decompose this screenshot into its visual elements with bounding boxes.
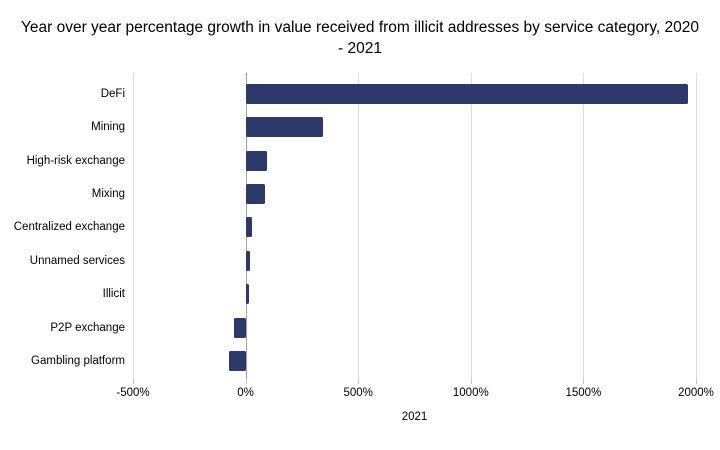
bar-row (133, 211, 696, 244)
category-axis: DeFi Mining High-risk exchange Mixing Centra… (0, 77, 130, 378)
gridline (358, 73, 360, 378)
bar (245, 184, 265, 205)
tick-mark (358, 378, 360, 384)
gridline (470, 73, 472, 378)
x-tick-label: 500% (343, 387, 373, 399)
bar-row (133, 345, 696, 378)
x-axis-label: 2021 (401, 411, 428, 423)
bar-row (133, 110, 696, 143)
gridline (583, 73, 585, 378)
category-label: Illicit (102, 288, 125, 301)
plot-area (133, 73, 697, 378)
tick-mark (245, 378, 247, 384)
bar (245, 250, 251, 271)
bar-row (133, 77, 696, 110)
gridline (133, 73, 134, 378)
category-label: Gambling platform (31, 355, 125, 368)
x-axis: -500% 0% 500% 1000% 1500% 2000% (116, 378, 714, 408)
category-label: Unnamed services (29, 254, 125, 267)
category-label: P2P exchange (50, 321, 125, 334)
bar (234, 317, 246, 338)
tick-mark (583, 378, 585, 384)
bar (245, 83, 688, 104)
bar (245, 117, 324, 138)
bar-row (133, 311, 696, 344)
tick-mark (133, 378, 134, 384)
x-tick-label: -500% (116, 387, 150, 399)
bars-container (133, 77, 696, 378)
category-label: Centralized exchange (13, 221, 125, 234)
category-label: Mining (91, 121, 125, 134)
bar (228, 351, 246, 372)
bar-row (133, 244, 696, 277)
category-label: DeFi (100, 87, 125, 100)
x-tick-label: 1500% (565, 387, 602, 399)
bar (245, 150, 267, 171)
category-label: Mixing (91, 188, 125, 201)
gridline (696, 73, 697, 378)
bar-row (133, 144, 696, 177)
tick-mark (696, 378, 697, 384)
chart-title: Year over year percentage growth in valu… (20, 19, 700, 57)
bar-row (133, 278, 696, 311)
category-label: High-risk exchange (26, 154, 125, 167)
x-tick-label: 0% (237, 387, 254, 399)
tick-mark (470, 378, 472, 384)
bar (245, 284, 249, 305)
bar-row (133, 177, 696, 210)
bar (245, 217, 253, 238)
x-tick-label: 2000% (678, 387, 714, 399)
x-tick-label: 1000% (452, 387, 489, 399)
